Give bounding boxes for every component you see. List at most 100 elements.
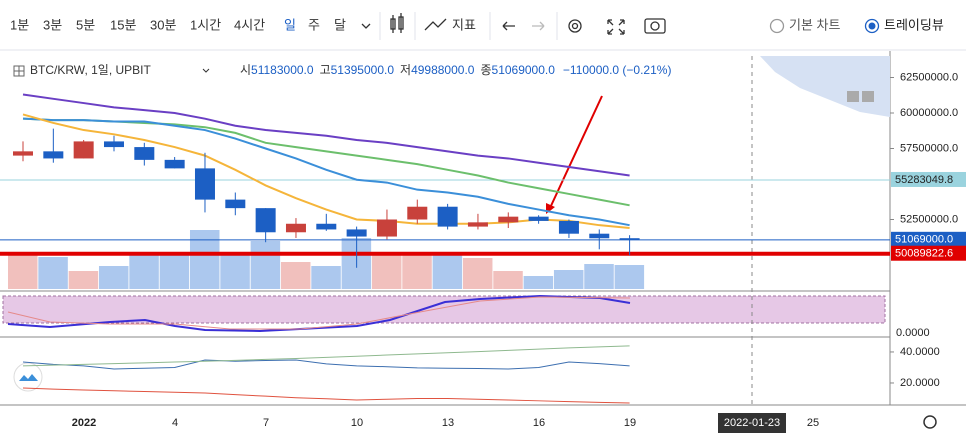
y-tick-label: 57500000.0 xyxy=(900,142,958,154)
indicator-button[interactable]: 지표 xyxy=(452,17,476,32)
indicator-line xyxy=(22,387,630,404)
volume-bar xyxy=(98,266,129,289)
interval-button[interactable]: 1시간 xyxy=(190,17,221,32)
candle-body xyxy=(285,223,306,233)
legend-icons xyxy=(13,65,25,77)
interval-button[interactable]: 3분 xyxy=(43,17,62,32)
volume-bar xyxy=(280,262,311,289)
settings-gear[interactable] xyxy=(923,415,937,429)
high: 51395000.0 xyxy=(331,63,395,77)
candle-type-button[interactable] xyxy=(390,13,404,33)
radio-basic[interactable] xyxy=(769,18,785,34)
pane-arrows[interactable] xyxy=(847,91,874,102)
fullscreen-button[interactable] xyxy=(607,19,625,35)
moving-average xyxy=(22,113,630,230)
price-tag-label: 55283049.8 xyxy=(895,174,953,186)
moving-average xyxy=(22,93,630,177)
prefix: 시 xyxy=(240,63,251,77)
volume-bar xyxy=(250,241,281,289)
candle-body xyxy=(13,151,33,156)
undo-button[interactable] xyxy=(502,21,515,31)
crosshair-tag xyxy=(718,413,786,433)
logo[interactable] xyxy=(13,362,43,392)
oscillator-band xyxy=(2,295,886,324)
candle-body xyxy=(498,216,519,223)
chart-mode[interactable]: 기본 차트 xyxy=(789,17,840,32)
moving-average xyxy=(22,117,630,227)
candle-body xyxy=(73,141,94,159)
price-tag-label: 51069000.0 xyxy=(895,234,953,246)
candle-body xyxy=(164,159,185,169)
price-tag xyxy=(891,231,966,247)
candle-body xyxy=(619,238,640,240)
interval-button[interactable]: 주 xyxy=(308,17,320,32)
interval-button[interactable]: 5분 xyxy=(76,17,95,32)
x-tick-label: 10 xyxy=(351,417,363,429)
radio-dot xyxy=(868,22,876,30)
price-tag xyxy=(891,245,966,261)
oscillator-signal xyxy=(7,296,631,330)
price-tag xyxy=(891,171,966,187)
toolbar-icons xyxy=(361,13,880,35)
legend-symbol: BTC/KRW, 1일, UPBIT xyxy=(30,63,152,77)
annotation-arrow xyxy=(549,95,603,209)
volume-bar xyxy=(523,276,554,289)
interval-button[interactable]: 일 xyxy=(284,17,296,32)
indicator-line xyxy=(22,359,630,370)
interval-dropdown[interactable] xyxy=(361,23,371,29)
chart-mode[interactable]: 트레이딩뷰 xyxy=(884,17,944,32)
volume-bar xyxy=(493,271,523,289)
candle-body xyxy=(467,222,488,227)
volume-bar xyxy=(462,258,493,289)
volume-bar xyxy=(371,253,402,289)
x-tick-label: 2022 xyxy=(72,417,96,429)
price-tag-label: 50089822.6 xyxy=(895,248,953,260)
candle-body xyxy=(437,206,458,227)
y-tick-label: 62500000.0 xyxy=(900,71,958,83)
volume-bar xyxy=(189,230,220,289)
interval-button[interactable]: 4시간 xyxy=(234,17,265,32)
volume-bar xyxy=(159,253,190,289)
candle-body xyxy=(103,141,124,148)
close: 51069000.0 xyxy=(492,63,556,77)
candle-body xyxy=(316,223,337,230)
candle-body xyxy=(376,219,397,237)
candle-body xyxy=(407,206,428,220)
settings-button[interactable] xyxy=(568,19,582,33)
volume-bar xyxy=(38,257,68,289)
indicator-icon[interactable] xyxy=(424,18,447,31)
candle-body xyxy=(528,216,549,221)
interval-button[interactable]: 30분 xyxy=(150,17,176,32)
y-tick-label: 60000000.0 xyxy=(900,107,958,119)
pane1-tick: 0.0000 xyxy=(896,327,930,339)
volume-bar xyxy=(129,253,159,289)
volume-bar xyxy=(584,264,614,289)
open: 51183000.0 xyxy=(251,63,314,77)
candle-body xyxy=(558,220,579,234)
legend-values: 시51183000.0 고51395000.0 저49988000.0 종510690… xyxy=(240,63,671,77)
candle-body xyxy=(255,208,276,233)
indicator-line xyxy=(22,345,630,367)
logo-mark xyxy=(19,374,38,381)
prefix: 저 xyxy=(400,63,411,77)
interval-button[interactable]: 달 xyxy=(334,17,346,32)
toolbar: 1분 3분 5분 15분 30분 1시간 4시간 일 주 달 지표 기본 차트 트레이딩뷰 xyxy=(10,17,944,32)
volume-bar xyxy=(311,266,341,289)
x-tick-label: 25 xyxy=(807,417,819,429)
radio-tradingview[interactable] xyxy=(864,18,880,34)
x-tick-label: 16 xyxy=(533,417,545,429)
x-tick-label: 7 xyxy=(263,417,269,429)
candle-body xyxy=(43,151,64,159)
redo-button[interactable] xyxy=(532,21,545,31)
y-tick-label: 40.0000 xyxy=(900,346,940,358)
y-tick-label: 52500000.0 xyxy=(900,213,958,225)
prefix: 고 xyxy=(320,63,331,77)
volume-bar xyxy=(614,265,645,289)
interval-button[interactable]: 15분 xyxy=(110,17,136,32)
snapshot-button[interactable] xyxy=(644,18,666,34)
chart: 62500000.0 60000000.0 57500000.0 52500000.0… xyxy=(0,71,966,433)
interval-button[interactable]: 1분 xyxy=(10,17,29,32)
low: 49988000.0 xyxy=(411,63,475,77)
legend-dropdown[interactable] xyxy=(202,68,210,73)
